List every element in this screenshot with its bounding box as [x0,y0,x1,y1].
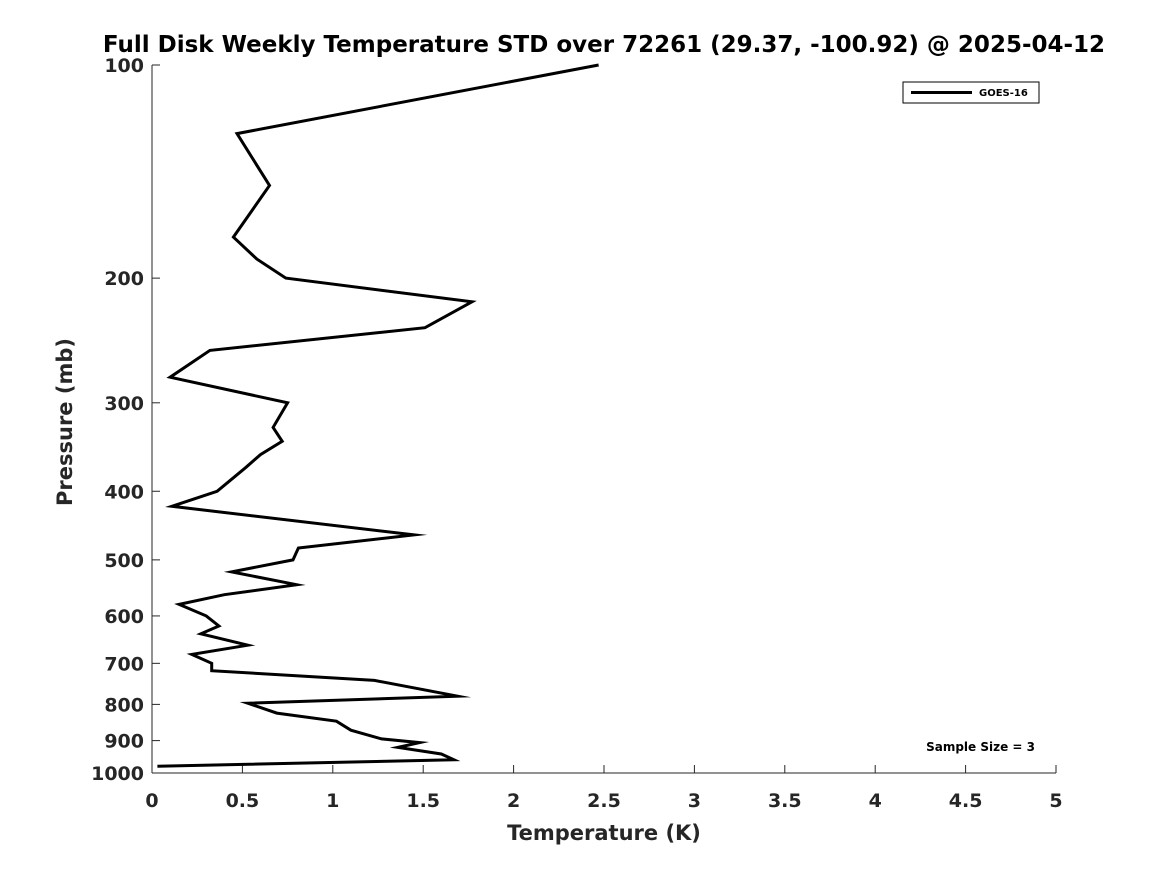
y-tick-label: 200 [104,268,144,290]
plot-area [157,63,599,768]
legend-label-goes-16: GOES-16 [979,88,1028,99]
x-tick-label: 3.5 [768,790,802,812]
x-tick-label: 0.5 [226,790,260,812]
x-tick-label: 3 [688,790,701,812]
x-axis-title: Temperature (K) [507,821,701,845]
y-tick-label: 500 [104,550,144,572]
series-line-goes-16 [157,63,599,768]
axes: 0 0.5 1 1.5 2 2.5 3 3.5 4 4.5 5 100 200 300 400 500 600 7… [91,55,1063,812]
x-tick-label: 4.5 [949,790,983,812]
x-tick-label: 1.5 [406,790,440,812]
x-tick-label: 4 [869,790,882,812]
y-tick-label: 300 [104,393,144,415]
x-tick-label: 1 [326,790,339,812]
y-tick-label: 400 [104,481,144,503]
chart-title: Full Disk Weekly Temperature STD over 72… [103,32,1105,58]
y-tick-label: 100 [104,55,144,77]
x-tick-label: 2 [507,790,520,812]
x-tick-label: 5 [1049,790,1062,812]
y-tick-label: 800 [104,694,144,716]
y-tick-label: 1000 [91,763,144,785]
sample-size-annotation: Sample Size = 3 [926,740,1035,754]
y-tick-label: 600 [104,606,144,628]
x-tick-label: 2.5 [587,790,621,812]
legend: GOES-16 [902,81,1040,104]
y-tick-label: 900 [104,731,144,753]
y-tick-label: 700 [104,653,144,675]
y-axis-title: Pressure (mb) [53,338,77,506]
x-tick-label: 0 [145,790,158,812]
